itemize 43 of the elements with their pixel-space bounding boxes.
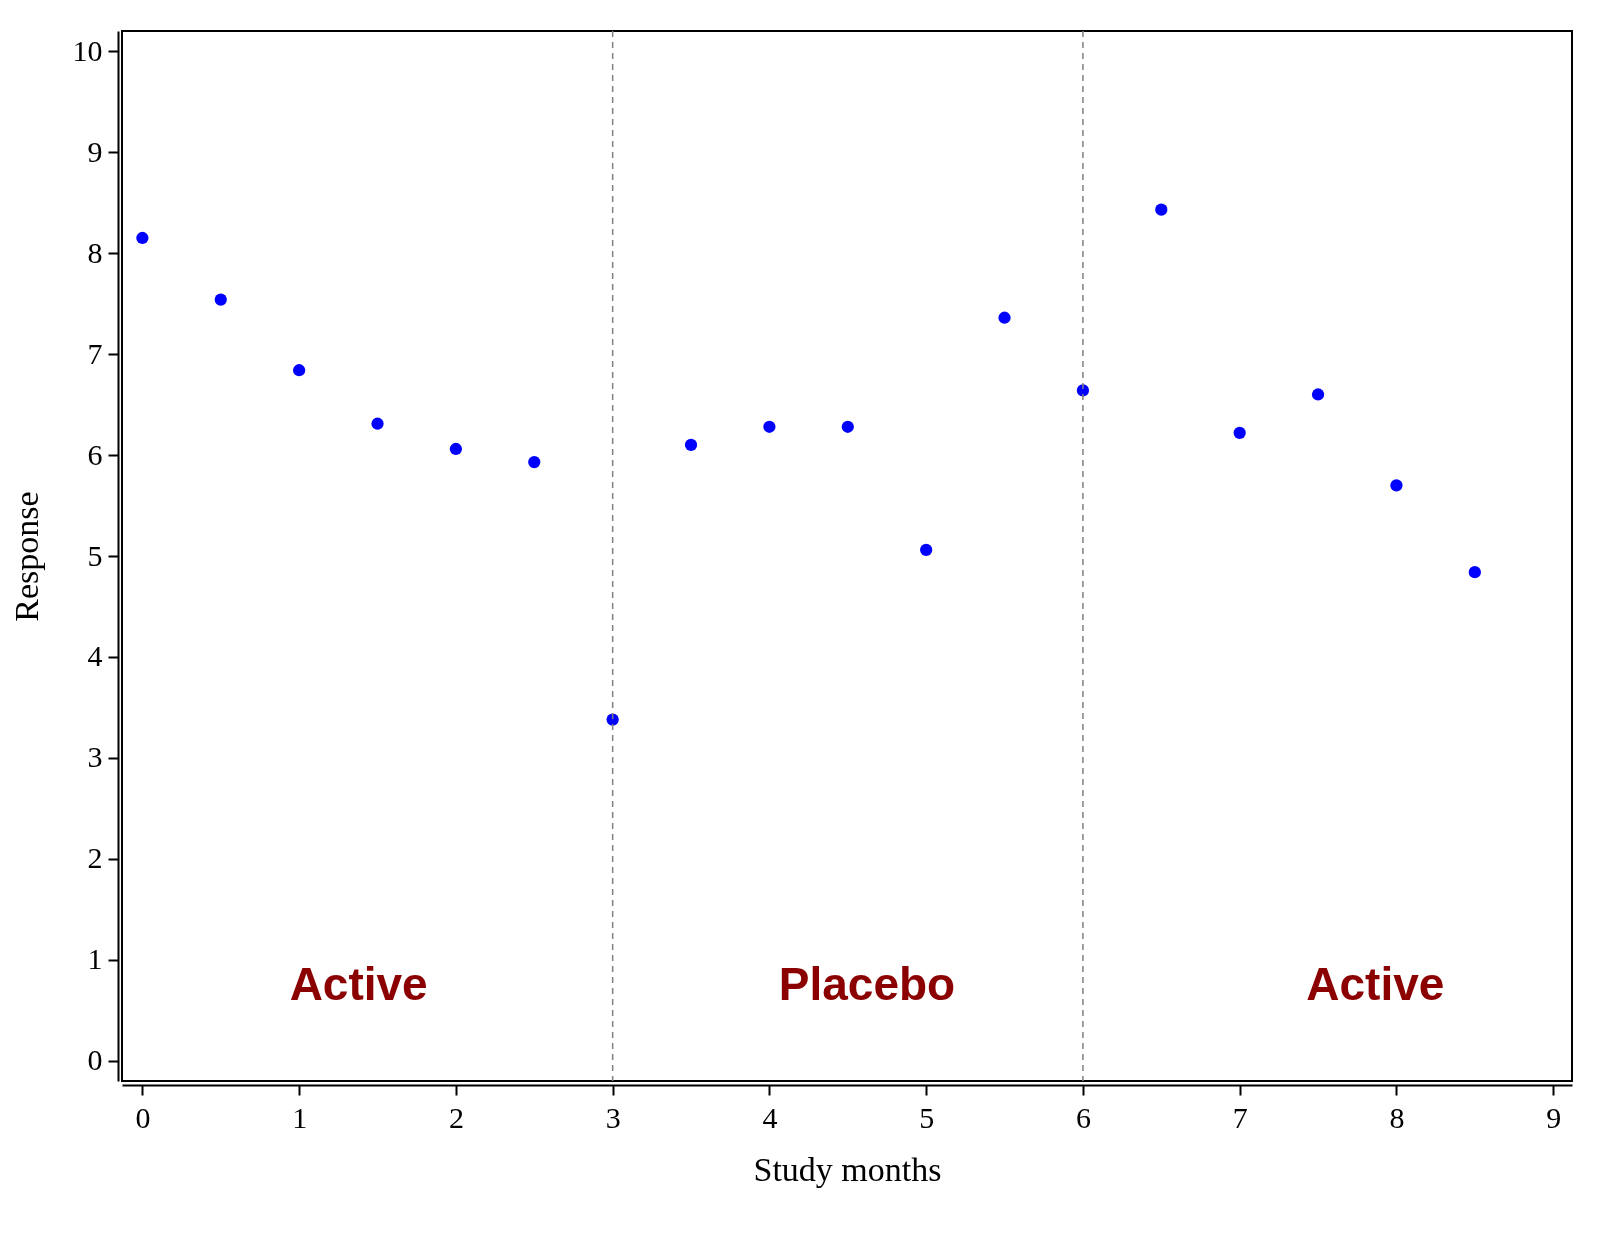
- y-tick-label: 8: [87, 235, 103, 269]
- y-tick-label: 9: [87, 134, 103, 168]
- point: [920, 543, 933, 557]
- point: [998, 311, 1011, 324]
- x-tick-label: 1: [292, 1100, 308, 1134]
- point: [1233, 426, 1246, 439]
- x-tick-label: 9: [1546, 1100, 1562, 1134]
- point: [371, 417, 384, 430]
- point: [136, 231, 149, 245]
- x-tick-label: 0: [135, 1100, 151, 1134]
- point: [606, 713, 619, 726]
- point: [684, 438, 698, 452]
- annotation: Placebo: [778, 958, 956, 1010]
- point: [214, 293, 227, 306]
- y-tick-label: 0: [87, 1043, 103, 1077]
- y-tick-label: 10: [72, 33, 103, 67]
- x-tick-label: 6: [1075, 1100, 1091, 1134]
- x-tick-label: 5: [919, 1100, 935, 1134]
- y-tick-label: 7: [87, 336, 103, 370]
- point: [1311, 388, 1325, 401]
- x-tick-label: 7: [1232, 1100, 1248, 1134]
- point: [528, 455, 541, 469]
- annotation: Active: [1306, 958, 1445, 1010]
- point: [449, 442, 463, 456]
- y-tick-label: 5: [87, 538, 103, 572]
- point: [1390, 479, 1403, 492]
- y-tick-label: 2: [87, 841, 103, 875]
- y-tick-label: 3: [87, 740, 103, 774]
- y-tick-label: 4: [87, 639, 103, 673]
- point: [1468, 566, 1481, 579]
- point: [1155, 203, 1168, 216]
- y-tick-label: 1: [87, 942, 103, 976]
- x-tick-label: 4: [762, 1100, 778, 1134]
- point: [841, 420, 854, 433]
- annotation: Active: [289, 958, 428, 1010]
- x-tick-label: 2: [448, 1100, 464, 1134]
- x-tick-label: 8: [1389, 1100, 1405, 1134]
- y-tick-label: 6: [87, 437, 103, 471]
- x-axis-title: Study months: [753, 1150, 942, 1188]
- point: [763, 420, 776, 433]
- x-tick-label: 3: [605, 1100, 621, 1134]
- point: [293, 364, 306, 377]
- y-axis-title: Response: [7, 491, 45, 622]
